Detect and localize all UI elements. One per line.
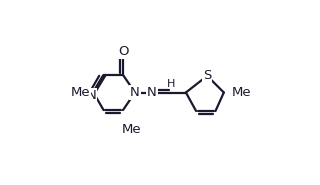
Text: S: S xyxy=(203,69,212,82)
Text: N: N xyxy=(87,89,97,102)
Text: Me: Me xyxy=(232,86,251,99)
Text: N: N xyxy=(130,86,140,99)
Text: O: O xyxy=(118,45,128,58)
Text: Me: Me xyxy=(70,86,90,99)
Text: H: H xyxy=(167,79,175,89)
Text: Me: Me xyxy=(122,123,142,136)
Text: N: N xyxy=(147,86,156,99)
